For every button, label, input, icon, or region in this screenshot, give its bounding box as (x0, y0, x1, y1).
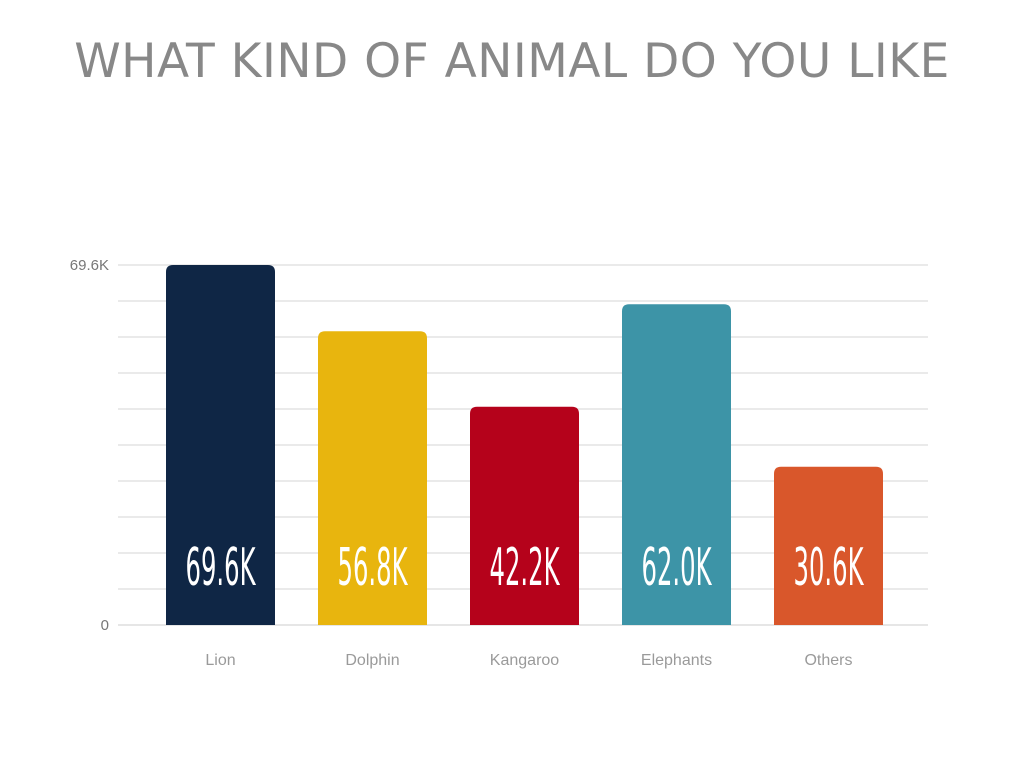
y-tick-label: 0 (101, 617, 109, 634)
data-labels: 69.6K 56.8K 42.2K 62.0K 30.6K (186, 538, 865, 598)
category-label-lion: Lion (205, 652, 235, 669)
bar-dolphin (318, 331, 427, 625)
bars (166, 265, 883, 625)
bar-lion (166, 265, 275, 625)
bar-elephants (622, 304, 731, 625)
category-label-others: Others (804, 652, 852, 669)
category-labels: Lion Dolphin Kangaroo Elephants Others (205, 652, 852, 669)
y-tick-label: 69.6K (70, 257, 109, 274)
category-label-kangaroo: Kangaroo (490, 652, 559, 669)
chart-title: WHAT KIND OF ANIMAL DO YOU LIKE (74, 34, 950, 89)
category-label-elephants: Elephants (641, 652, 712, 669)
bar-kangaroo (470, 406, 579, 625)
data-label-lion: 69.6K (186, 538, 257, 598)
bar-others (774, 466, 883, 625)
data-label-elephants: 62.0K (642, 538, 713, 598)
data-label-dolphin: 56.8K (338, 538, 409, 598)
data-label-kangaroo: 42.2K (490, 538, 561, 598)
category-label-dolphin: Dolphin (345, 652, 399, 669)
y-axis-ticks: 0 69.6K (70, 257, 109, 634)
data-label-others: 30.6K (794, 538, 865, 598)
